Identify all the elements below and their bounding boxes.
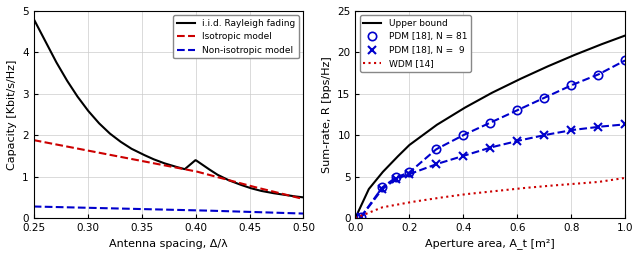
Y-axis label: Capacity [Kbit/s/Hz]: Capacity [Kbit/s/Hz] (6, 59, 17, 170)
PDM [18], N =  9 (405, 173, 413, 176)
WDM [14] (621, 176, 629, 180)
WDM [14] (353, 216, 360, 219)
PDM [18], N = 81 (621, 59, 629, 62)
PDM [18], N = 81 (378, 186, 386, 189)
PDM [18], N =  9 (567, 128, 575, 132)
Y-axis label: Sum-rate, R [bps/Hz]: Sum-rate, R [bps/Hz] (322, 56, 332, 173)
Upper bound (615, 36, 623, 40)
PDM [18], N =  9 (513, 139, 521, 143)
Isotropic model (195, 171, 203, 174)
PDM [18], N = 81 (540, 96, 548, 99)
PDM [18], N = 81 (433, 148, 440, 151)
WDM [14] (579, 182, 586, 185)
Line: Upper bound: Upper bound (355, 36, 625, 218)
PDM [18], N = 81 (513, 109, 521, 112)
PDM [18], N = 81 (486, 121, 494, 124)
PDM [18], N = 81 (392, 176, 399, 179)
Line: PDM [18], N = 81: PDM [18], N = 81 (356, 56, 629, 222)
PDM [18], N =  9 (540, 134, 548, 137)
Isotropic model (31, 139, 38, 142)
i.i.d. Rayleigh fading (251, 188, 259, 191)
Upper bound (351, 217, 359, 220)
X-axis label: Aperture area, A_t [m²]: Aperture area, A_t [m²] (426, 239, 555, 250)
Non-isotropic model (31, 205, 38, 208)
i.i.d. Rayleigh fading (191, 160, 198, 163)
Upper bound (573, 53, 580, 56)
Legend: i.i.d. Rayleigh fading, Isotropic model, Non-isotropic model: i.i.d. Rayleigh fading, Isotropic model,… (173, 15, 299, 59)
Upper bound (621, 34, 629, 37)
i.i.d. Rayleigh fading (158, 161, 166, 164)
WDM [14] (512, 187, 520, 190)
PDM [18], N =  9 (392, 177, 399, 181)
PDM [18], N =  9 (621, 123, 629, 126)
i.i.d. Rayleigh fading (293, 195, 301, 198)
Line: i.i.d. Rayleigh fading: i.i.d. Rayleigh fading (34, 19, 303, 197)
i.i.d. Rayleigh fading (300, 196, 307, 199)
PDM [18], N = 81 (357, 216, 365, 219)
Line: WDM [14]: WDM [14] (355, 178, 625, 218)
Line: Isotropic model: Isotropic model (34, 140, 303, 199)
Upper bound (512, 80, 520, 83)
WDM [14] (351, 217, 359, 220)
PDM [18], N =  9 (357, 216, 365, 219)
Line: Non-isotropic model: Non-isotropic model (34, 206, 303, 214)
Isotropic model (300, 197, 307, 201)
PDM [18], N =  9 (486, 146, 494, 149)
i.i.d. Rayleigh fading (176, 166, 184, 169)
Non-isotropic model (195, 209, 203, 212)
PDM [18], N = 81 (405, 171, 413, 174)
Isotropic model (191, 169, 198, 173)
PDM [18], N =  9 (378, 188, 386, 191)
Isotropic model (257, 187, 265, 190)
Isotropic model (30, 139, 38, 142)
Non-isotropic model (275, 211, 282, 214)
PDM [18], N =  9 (460, 154, 467, 157)
Isotropic model (189, 169, 197, 172)
Non-isotropic model (300, 212, 307, 215)
Upper bound (481, 95, 489, 98)
PDM [18], N =  9 (595, 125, 602, 128)
Non-isotropic model (30, 205, 38, 208)
X-axis label: Antenna spacing, Δ/λ: Antenna spacing, Δ/λ (109, 239, 228, 248)
PDM [18], N = 81 (567, 84, 575, 87)
Upper bound (479, 96, 487, 99)
i.i.d. Rayleigh fading (30, 17, 38, 20)
PDM [18], N = 81 (595, 73, 602, 76)
i.i.d. Rayleigh fading (159, 161, 167, 165)
Non-isotropic model (189, 209, 197, 212)
PDM [18], N = 81 (460, 134, 467, 137)
WDM [14] (511, 187, 519, 190)
Legend: Upper bound, PDM [18], N = 81, PDM [18], N =  9, WDM [14]: Upper bound, PDM [18], N = 81, PDM [18],… (360, 15, 471, 72)
Upper bound (497, 87, 505, 90)
WDM [14] (596, 180, 604, 183)
Isotropic model (275, 191, 282, 194)
Non-isotropic model (191, 209, 198, 212)
Line: PDM [18], N =  9: PDM [18], N = 9 (356, 120, 629, 222)
PDM [18], N =  9 (433, 163, 440, 166)
WDM [14] (516, 187, 524, 190)
Non-isotropic model (257, 211, 265, 214)
